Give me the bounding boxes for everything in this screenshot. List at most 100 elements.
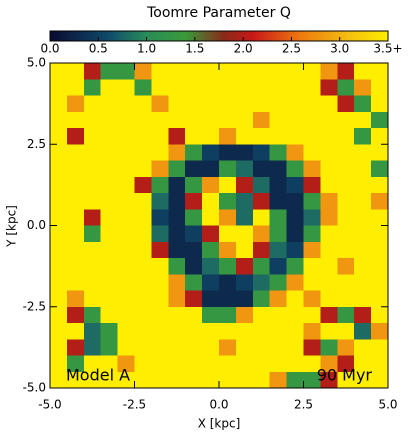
heatmap-cell: [202, 225, 220, 243]
heatmap-cell: [303, 193, 321, 210]
heatmap-cell: [117, 79, 136, 97]
heatmap-cell: [202, 63, 220, 80]
heatmap-cell: [371, 63, 389, 80]
heatmap-cell: [134, 160, 152, 178]
heatmap-cell: [185, 225, 203, 243]
heatmap-cell: [66, 355, 85, 373]
heatmap-cell: [269, 95, 288, 113]
heatmap-cell: [117, 339, 136, 357]
heatmap-cell: [320, 160, 338, 178]
heatmap-cell: [50, 241, 68, 259]
heatmap-cell: [219, 371, 237, 389]
heatmap-cell: [235, 144, 254, 162]
heatmap-cell: [83, 339, 102, 357]
heatmap-cell: [83, 79, 102, 97]
heatmap-cell: [252, 128, 271, 145]
colorbar-title: Toomre Parameter Q: [146, 5, 291, 21]
heatmap-cell: [50, 176, 68, 194]
heatmap-cell: [134, 274, 152, 292]
heatmap-cell: [371, 290, 389, 308]
heatmap-cell: [185, 144, 203, 162]
heatmap-cell: [235, 339, 254, 357]
heatmap-cell: [185, 111, 203, 129]
heatmap-cell: [185, 241, 203, 259]
heatmap-cell: [337, 79, 355, 97]
heatmap-cell: [168, 193, 186, 210]
heatmap-cell: [117, 225, 136, 243]
heatmap-cell: [185, 63, 203, 80]
heatmap-cell: [168, 258, 186, 275]
heatmap-cell: [235, 258, 254, 275]
heatmap-cell: [134, 193, 152, 210]
heatmap-cell: [219, 176, 237, 194]
heatmap-cell: [100, 176, 119, 194]
heatmap-cell: [303, 241, 321, 259]
heatmap-cell: [134, 241, 152, 259]
heatmap-cell: [337, 193, 355, 210]
heatmap-cell: [202, 339, 220, 357]
heatmap-cell: [320, 258, 338, 275]
heatmap-cell: [185, 258, 203, 275]
heatmap-cell: [269, 111, 288, 129]
heatmap-cell: [303, 371, 321, 389]
heatmap-cell: [202, 274, 220, 292]
heatmap-cell: [83, 144, 102, 162]
heatmap-cell: [371, 111, 389, 129]
heatmap-cell: [337, 128, 355, 145]
colorbar-tick-label: 2.5: [282, 42, 301, 56]
heatmap-cell: [168, 160, 186, 178]
heatmap-cell: [320, 79, 338, 97]
heatmap-cell: [337, 290, 355, 308]
heatmap-cell: [371, 339, 389, 357]
heatmap-cell: [219, 355, 237, 373]
heatmap-cell: [371, 79, 389, 97]
heatmap-cell: [50, 306, 68, 324]
heatmap-cell: [66, 176, 85, 194]
heatmap-cell: [83, 258, 102, 275]
heatmap-cell: [66, 241, 85, 259]
heatmap-cell: [371, 241, 389, 259]
heatmap-cell: [235, 371, 254, 389]
heatmap-cell: [371, 306, 389, 324]
heatmap-cell: [185, 176, 203, 194]
annotation: Model A: [66, 366, 130, 385]
heatmap-cell: [117, 274, 136, 292]
heatmap-cell: [117, 193, 136, 210]
heatmap-cell: [83, 241, 102, 259]
heatmap-cell: [117, 63, 136, 80]
heatmap-cell: [66, 306, 85, 324]
heatmap-cell: [151, 128, 169, 145]
heatmap-cell: [185, 79, 203, 97]
heatmap-cell: [168, 176, 186, 194]
heatmap-cell: [320, 225, 338, 243]
heatmap-cell: [286, 355, 305, 373]
heatmap-cell: [286, 290, 305, 308]
heatmap-cell: [50, 274, 68, 292]
heatmap-cell: [371, 193, 389, 210]
heatmap-cell: [202, 258, 220, 275]
heatmap-cell: [185, 160, 203, 178]
heatmap-cell: [66, 258, 85, 275]
heatmap-cell: [83, 371, 102, 389]
heatmap-cell: [337, 355, 355, 373]
heatmap-cell: [117, 144, 136, 162]
heatmap-cell: [320, 193, 338, 210]
x-axis-label: X [kpc]: [198, 417, 241, 431]
heatmap-cell: [371, 323, 389, 340]
heatmap-cell: [354, 95, 372, 113]
heatmap-cell: [269, 128, 288, 145]
heatmap-cell: [151, 371, 169, 389]
heatmap-cell: [320, 339, 338, 357]
heatmap-cell: [337, 144, 355, 162]
heatmap-cell: [235, 63, 254, 80]
heatmap-cell: [219, 225, 237, 243]
heatmap-cell: [235, 355, 254, 373]
heatmap-cell: [134, 258, 152, 275]
heatmap-cell: [252, 306, 271, 324]
heatmap-cell: [83, 306, 102, 324]
heatmap-cell: [320, 209, 338, 227]
heatmap-cell: [320, 274, 338, 292]
heatmap-cell: [134, 339, 152, 357]
heatmap-cell: [66, 323, 85, 340]
heatmap-cell: [252, 258, 271, 275]
